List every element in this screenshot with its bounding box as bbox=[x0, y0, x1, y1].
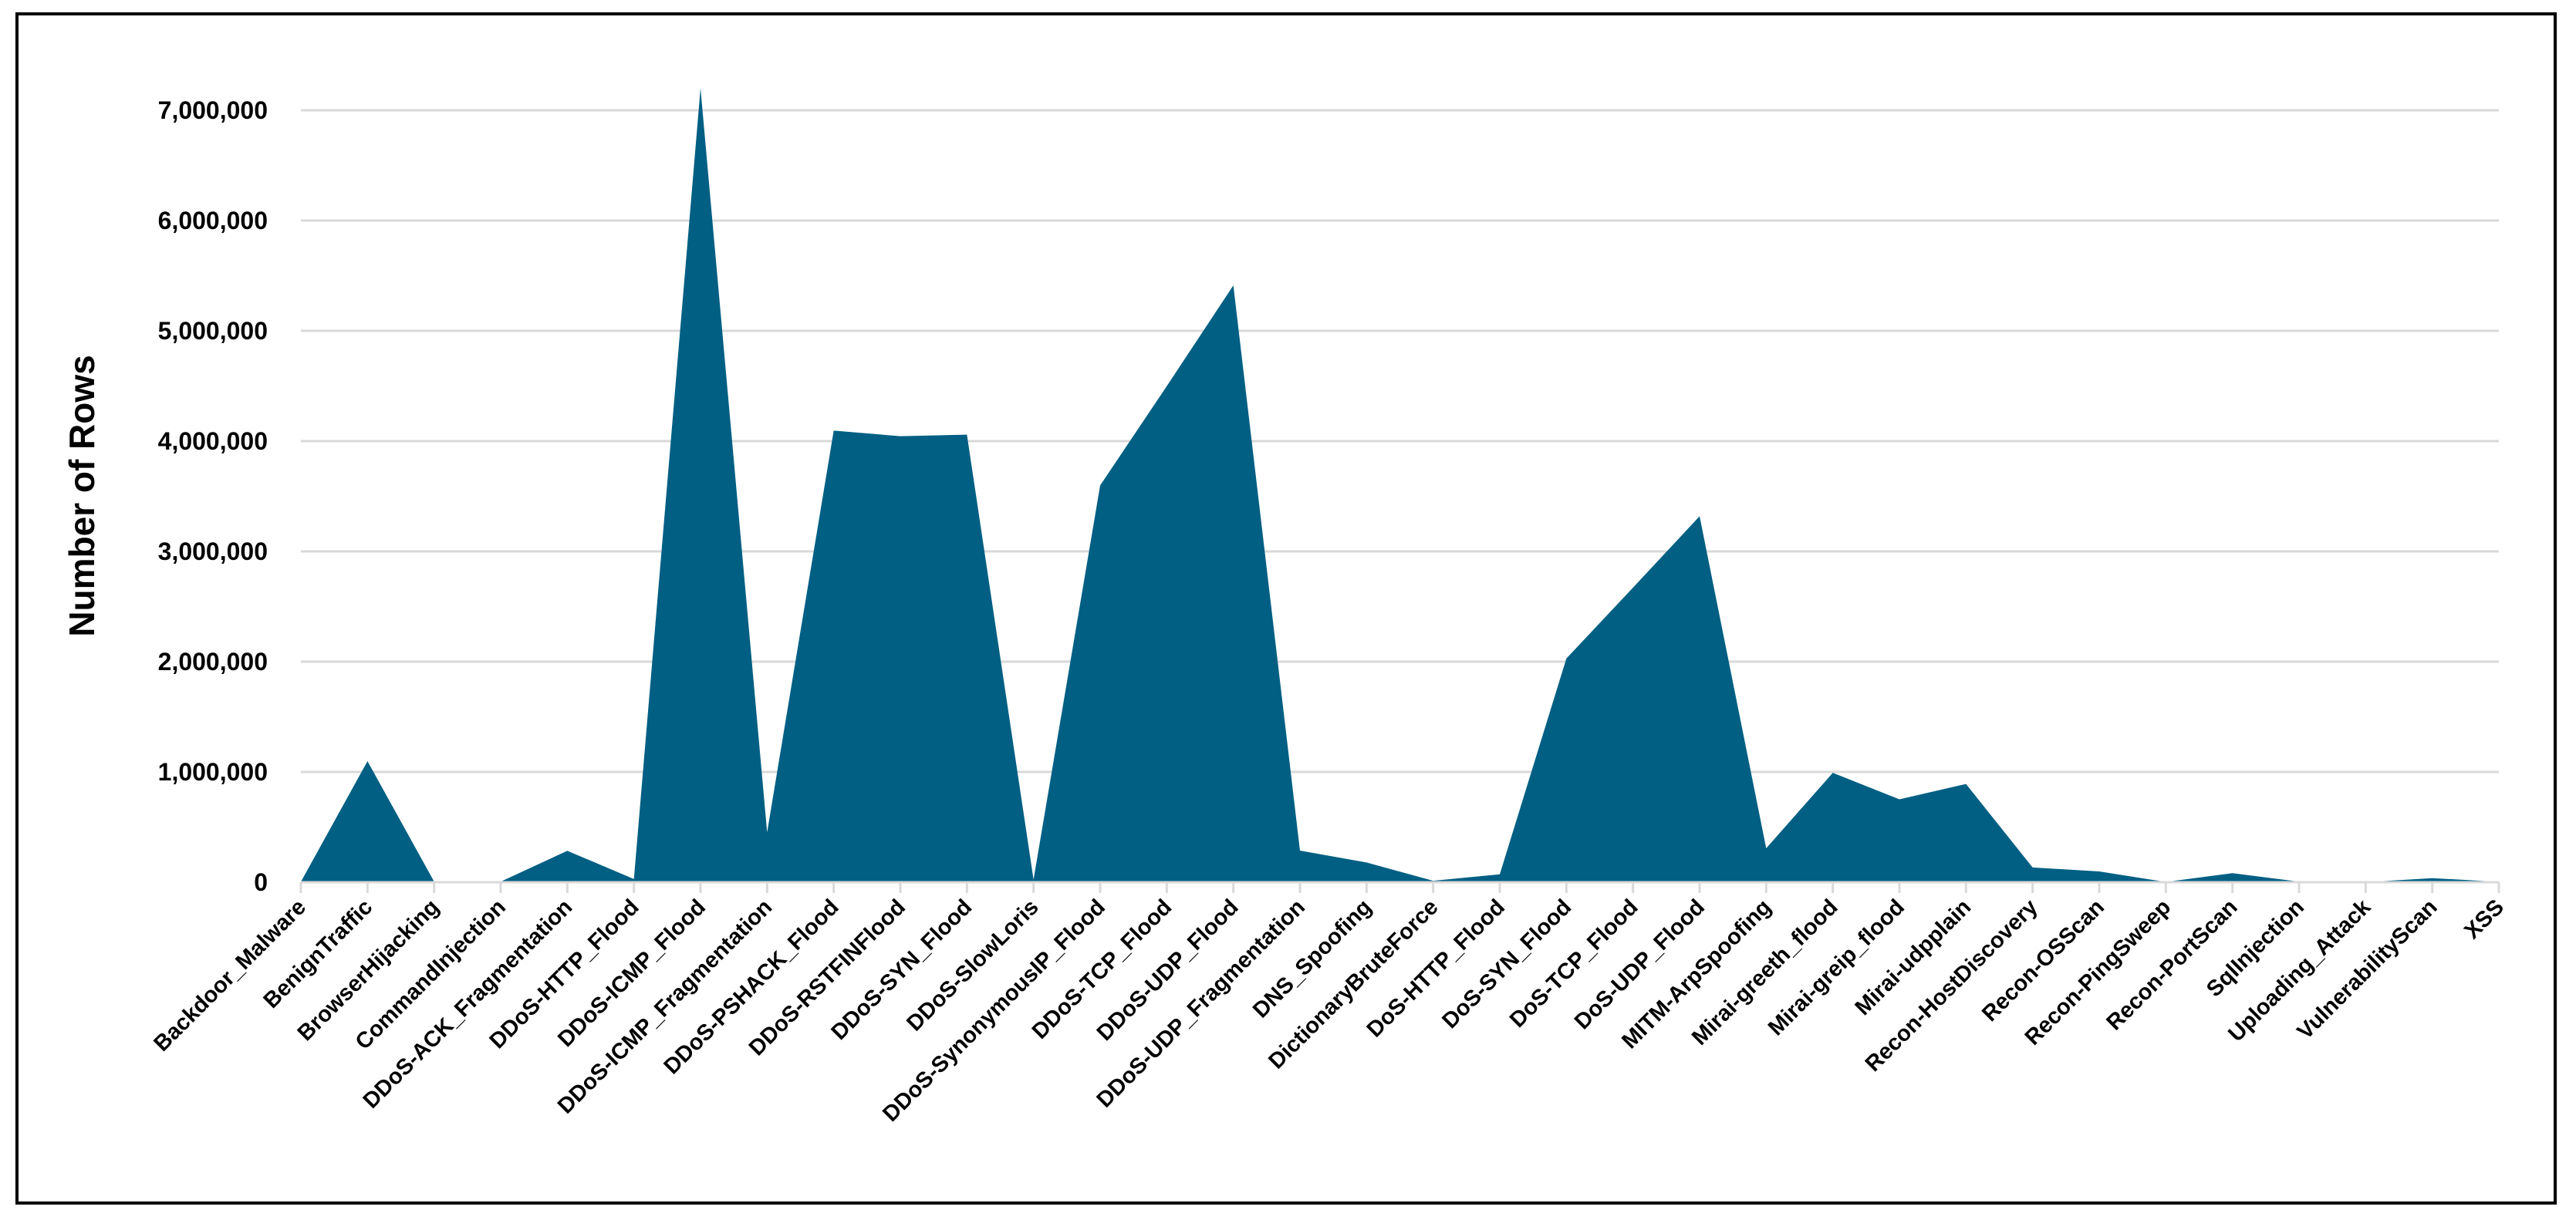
y-tick-label: 4,000,000 bbox=[158, 427, 268, 455]
chart-frame bbox=[15, 12, 2557, 1205]
area-series bbox=[301, 88, 2499, 882]
y-tick-label: 1,000,000 bbox=[158, 758, 268, 786]
y-tick-label: 7,000,000 bbox=[158, 96, 268, 124]
y-axis-title: Number of Rows bbox=[62, 355, 102, 636]
y-tick-label: 2,000,000 bbox=[158, 648, 268, 676]
y-tick-label: 5,000,000 bbox=[158, 317, 268, 345]
y-tick-label: 6,000,000 bbox=[158, 207, 268, 234]
y-tick-label: 0 bbox=[254, 868, 268, 896]
y-tick-label: 3,000,000 bbox=[158, 538, 268, 565]
